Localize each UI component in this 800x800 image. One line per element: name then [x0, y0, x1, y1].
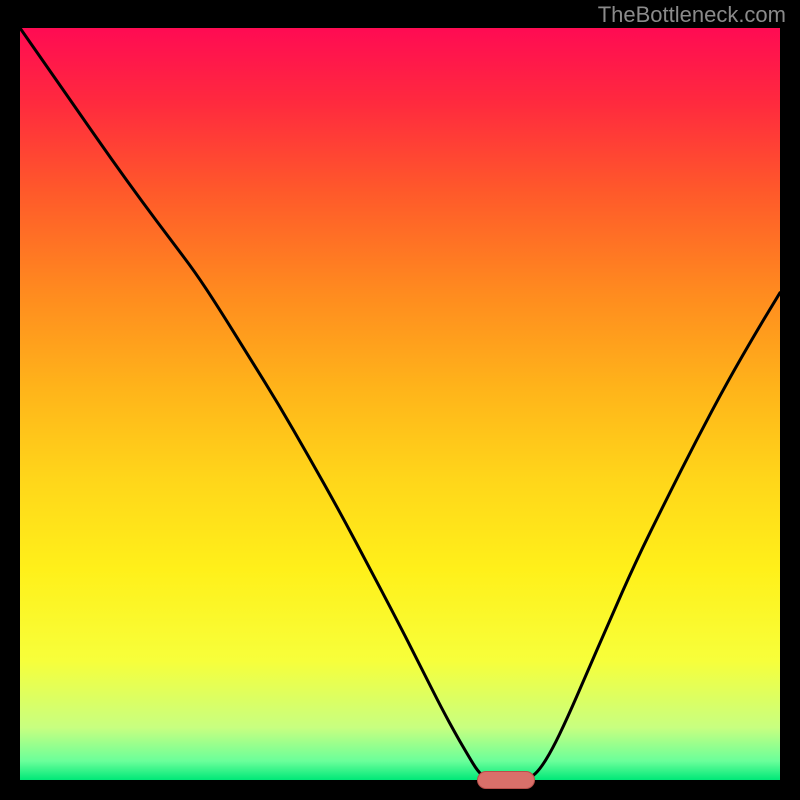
watermark-text: TheBottleneck.com [598, 2, 786, 28]
optimal-marker [477, 771, 535, 789]
plot-area [20, 28, 780, 780]
bottleneck-curve [20, 28, 780, 780]
bottleneck-curve-chart [20, 28, 780, 780]
